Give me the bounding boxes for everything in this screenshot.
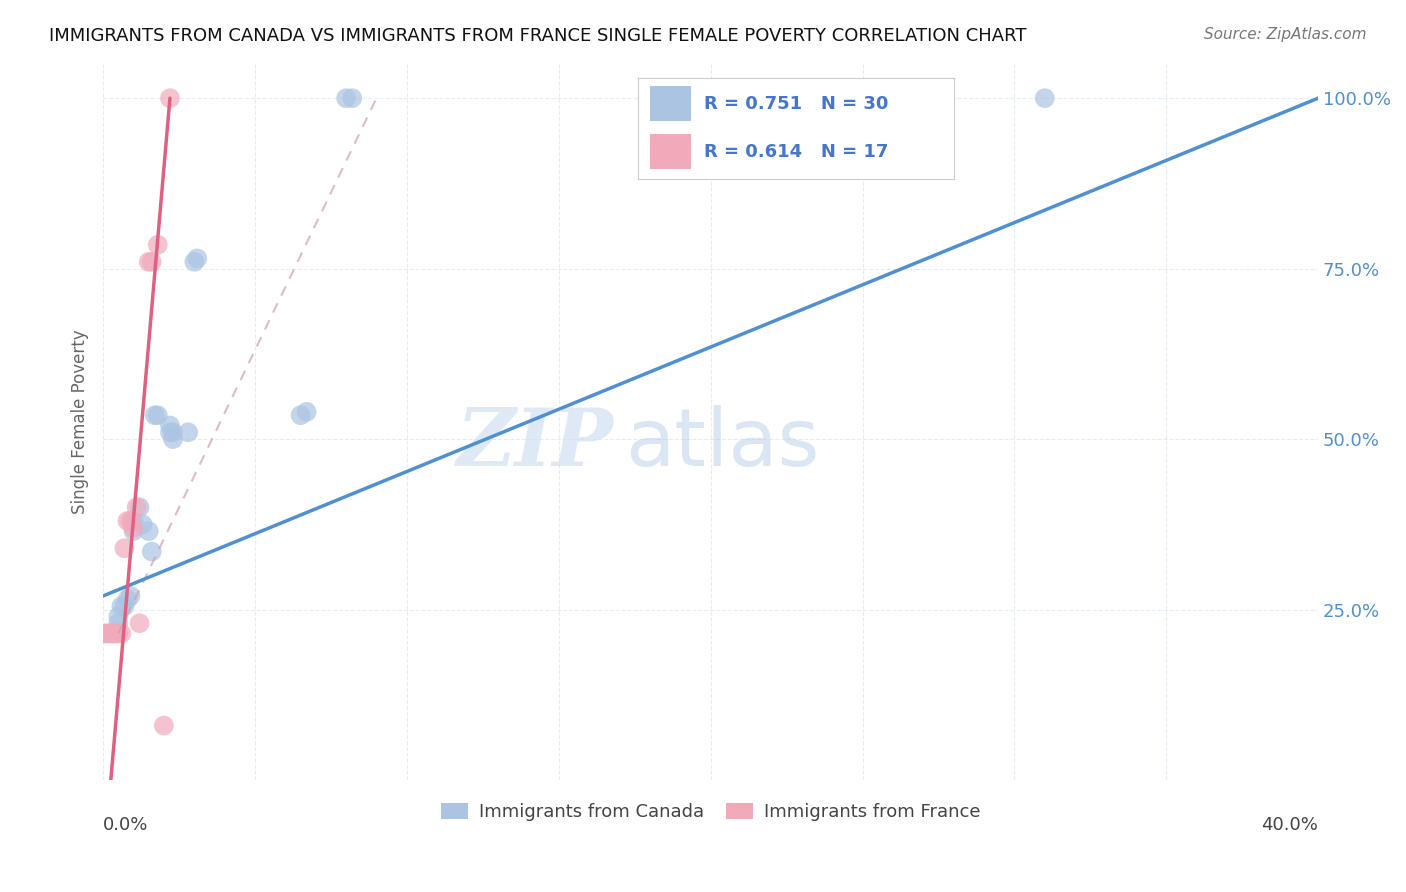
Point [131,517,153,532]
Point [104,626,127,640]
Y-axis label: Single Female Poverty: Single Female Poverty [72,330,89,515]
Point [159,91,181,105]
Legend: Immigrants from Canada, Immigrants from France: Immigrants from Canada, Immigrants from … [434,796,987,829]
Point [112,599,135,614]
Point [122,524,145,538]
Point [146,237,169,252]
Text: IMMIGRANTS FROM CANADA VS IMMIGRANTS FROM FRANCE SINGLE FEMALE POVERTY CORRELATI: IMMIGRANTS FROM CANADA VS IMMIGRANTS FRO… [49,27,1026,45]
Point [107,616,129,631]
Text: ZIP: ZIP [457,405,613,483]
Point [122,514,145,528]
Point [162,425,184,440]
Point [125,500,148,515]
Point [101,626,124,640]
Point [159,418,181,433]
Point [96,626,118,640]
Text: atlas: atlas [626,405,820,483]
Text: 0.0%: 0.0% [103,816,149,834]
Point [143,409,166,423]
Point [138,255,160,269]
Point [128,616,150,631]
Point [117,592,139,607]
Point [98,626,121,640]
Point [101,626,124,640]
Text: Source: ZipAtlas.com: Source: ZipAtlas.com [1204,27,1367,42]
Point [141,255,163,269]
Point [112,541,135,556]
Point [117,514,139,528]
Text: 40.0%: 40.0% [1261,816,1319,834]
Point [107,626,129,640]
Point [120,514,142,528]
Point [107,609,129,624]
Point [295,405,318,419]
Point [120,589,142,603]
Point [335,91,357,105]
Point [110,599,132,614]
Point [110,626,132,640]
Point [183,255,205,269]
Point [122,521,145,535]
Point [104,626,127,640]
Point [186,252,208,266]
Point [159,425,181,440]
Point [128,500,150,515]
Point [162,432,184,446]
Point [138,524,160,538]
Point [146,409,169,423]
Point [177,425,200,440]
Point [96,626,118,640]
Point [153,718,176,732]
Point [141,544,163,558]
Point [98,626,121,640]
Point [290,409,312,423]
Point [342,91,364,105]
Point [1033,91,1056,105]
